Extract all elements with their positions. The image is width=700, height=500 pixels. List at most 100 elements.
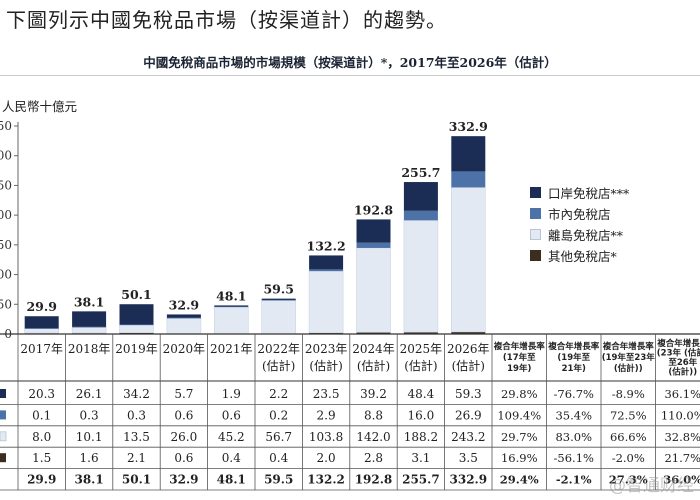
x-tick-label: 2026年 <box>447 342 490 356</box>
bar-segment-downtown <box>403 210 438 221</box>
table-cell-port: 34.2 <box>123 387 150 401</box>
x-tick-label: 2020年 <box>163 342 206 356</box>
row-marker-port <box>0 389 6 398</box>
y-tick-label: 150 <box>0 238 12 252</box>
x-tick-label-estimate: (估計) <box>262 358 295 373</box>
cagr-cell-other: 21.7% <box>664 451 700 465</box>
bar-segment-island <box>450 187 486 333</box>
title-divider <box>0 75 700 76</box>
table-cell-total: 59.5 <box>264 473 293 487</box>
cagr-cell-port: -76.7% <box>554 387 594 401</box>
row-marker-other <box>0 453 6 463</box>
table-cell-port: 59.3 <box>455 387 482 401</box>
x-tick-label: 2018年 <box>68 342 111 356</box>
table-cell-island: 8.0 <box>32 430 51 444</box>
bar-segment-other <box>356 332 391 334</box>
table-cell-other: 1.6 <box>80 451 99 465</box>
bar-segment-island <box>119 324 154 334</box>
table-cell-port: 39.2 <box>360 387 387 401</box>
legend-label-island: 離島免稅店** <box>548 228 624 243</box>
table-cell-island: 103.8 <box>309 430 343 444</box>
table-cell-other: 0.6 <box>174 451 193 465</box>
table-cell-total: 29.9 <box>27 473 56 487</box>
cagr-header-label: (估計)) <box>668 367 697 378</box>
legend: 口岸免稅店*** 市內免稅店 離島免稅店** 其他免稅店* <box>530 182 629 266</box>
y-tick-label: 250 <box>0 178 12 192</box>
bar-total-label: 59.5 <box>263 282 293 297</box>
x-tick-label-estimate: (估計) <box>357 358 390 373</box>
table-cell-island: 188.2 <box>404 430 438 444</box>
bar-segment-downtown <box>166 317 201 319</box>
bar-segment-downtown <box>451 171 486 188</box>
intro-text: 下圖列示中國免稅品市場（按渠道計）的趨勢。 <box>6 8 447 32</box>
table-cell-total: 48.1 <box>217 473 246 487</box>
cagr-cell-port: 36.1% <box>664 387 700 401</box>
bar-total-label: 38.1 <box>74 294 104 309</box>
table-cell-other: 2.1 <box>127 451 146 465</box>
table-cell-downtown: 26.9 <box>455 408 482 422</box>
x-tick-label: 2022年 <box>257 342 300 356</box>
bar-segment-port <box>72 311 107 327</box>
bar-segment-port <box>451 136 486 172</box>
x-tick-label-estimate: (估計) <box>452 358 485 373</box>
row-marker-island <box>0 431 7 442</box>
table-cell-port: 2.2 <box>269 387 288 401</box>
cagr-header-label: 複合年增長率 <box>493 341 546 352</box>
table-cell-island: 45.2 <box>218 430 245 444</box>
cagr-cell-total: 36.0% <box>663 473 700 487</box>
bar-segment-downtown <box>72 326 107 328</box>
cagr-cell-island: 83.0% <box>555 430 592 444</box>
table-cell-island: 56.7 <box>265 430 292 444</box>
y-tick-label: 350 <box>0 119 12 133</box>
cagr-cell-downtown: 110.0% <box>661 408 700 422</box>
table-cell-port: 1.9 <box>222 387 241 401</box>
x-tick-label: 2024年 <box>352 342 395 356</box>
bar-total-label: 132.2 <box>307 238 346 253</box>
table-cell-downtown: 0.2 <box>269 408 288 422</box>
bar-segment-island <box>24 328 60 334</box>
cagr-header-label: (19年至23年 <box>602 352 656 363</box>
bar-total-label: 192.8 <box>354 202 393 217</box>
bar-segment-other <box>119 332 154 334</box>
cagr-cell-downtown: 72.5% <box>610 408 647 422</box>
table-cell-other: 0.4 <box>222 451 241 465</box>
table-cell-total: 32.9 <box>169 473 198 487</box>
x-tick-label: 2023年 <box>305 342 348 356</box>
table-cell-other: 2.8 <box>364 451 383 465</box>
bar-segment-other <box>451 331 486 334</box>
cagr-cell-total: 29.4% <box>500 473 539 487</box>
legend-swatch-downtown <box>530 208 541 219</box>
table-cell-downtown: 0.6 <box>222 408 241 422</box>
cagr-cell-other: 16.9% <box>501 451 538 465</box>
table-cell-other: 0.4 <box>269 451 288 465</box>
cagr-cell-port: -8.9% <box>612 387 645 401</box>
table-cell-total: 38.1 <box>74 473 103 487</box>
x-tick-label: 2025年 <box>400 342 443 356</box>
cagr-header-label: (估計)) <box>614 363 643 374</box>
cagr-header-label: 複合年增長率 <box>547 341 600 352</box>
bar-total-label: 48.1 <box>216 288 246 303</box>
bar-segment-port <box>119 304 154 325</box>
cagr-cell-total: -2.1% <box>556 473 592 487</box>
table-cell-downtown: 0.1 <box>32 408 51 422</box>
bar-segment-island <box>261 299 297 335</box>
table-cell-other: 1.5 <box>32 451 51 465</box>
bar-segment-port <box>166 314 201 318</box>
table-cell-port: 20.3 <box>28 387 55 401</box>
table-cell-island: 243.2 <box>451 430 485 444</box>
y-tick-label: 200 <box>0 208 12 222</box>
table-cell-downtown: 8.8 <box>364 408 383 422</box>
bar-total-label: 255.7 <box>401 165 440 180</box>
legend-swatch-island <box>530 229 541 240</box>
table-cell-island: 13.5 <box>123 430 150 444</box>
cagr-cell-downtown: 35.4% <box>555 408 592 422</box>
cagr-header-label: 複合年增長率 <box>602 341 655 352</box>
x-tick-label: 2019年 <box>115 342 158 356</box>
bar-segment-downtown <box>214 306 249 308</box>
legend-swatch-other <box>530 250 541 261</box>
table-cell-total: 50.1 <box>122 473 151 487</box>
bar-segment-port <box>261 298 296 300</box>
legend-label-downtown: 市內免稅店 <box>548 207 611 222</box>
bar-segment-island <box>356 247 391 333</box>
